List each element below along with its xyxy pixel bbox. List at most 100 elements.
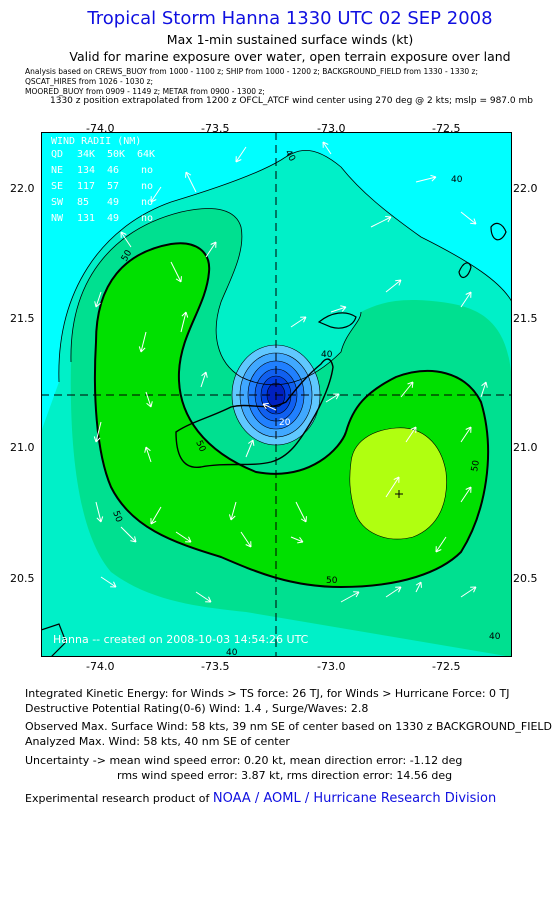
wind-arrow <box>415 581 422 593</box>
contour-label: 50 <box>326 576 338 586</box>
top-x-axis: -74.0 -73.5 -73.0 -72.5 <box>41 122 511 135</box>
wind-arrow <box>385 586 402 598</box>
wind-arrow <box>460 291 472 308</box>
wind-arrow <box>480 381 488 398</box>
wind-arrow <box>94 291 102 308</box>
observed-max-wind: Observed Max. Surface Wind: 58 kts, 39 n… <box>25 720 553 733</box>
wind-arrow <box>460 486 472 503</box>
wind-arrow <box>460 211 477 225</box>
bottom-x-axis: -74.0 -73.5 -73.0 -72.5 <box>41 660 511 673</box>
map-subtitle: Max 1-min sustained surface winds (kt) <box>166 32 414 47</box>
wind-arrow <box>385 279 402 293</box>
ike-line: Integrated Kinetic Energy: for Winds > T… <box>25 687 510 700</box>
wind-field-map: 40 40 40 50 50 50 50 50 40 20 40 WIND RA… <box>41 132 512 657</box>
map-credit: Hanna -- created on 2008-10-03 14:54:26 … <box>53 633 309 646</box>
wind-radii-table: WIND RADII (NM) QD 34K 50K 64K NE 134 46 no… <box>51 136 155 224</box>
wind-arrow <box>195 591 212 603</box>
y-tick-right: 20.5 <box>513 572 538 585</box>
wind-arrow <box>100 576 117 588</box>
contour-30kt <box>58 150 512 383</box>
wind-arrow <box>145 391 153 408</box>
validity-note: Valid for marine exposure over water, op… <box>69 49 511 64</box>
position-note: 1330 z position extrapolated from 1200 z… <box>50 96 533 106</box>
wind-arrow <box>385 476 400 498</box>
max-wind-marker <box>395 490 403 498</box>
wind-radii-row: NE 134 46 no <box>51 165 153 176</box>
dpr-line: Destructive Potential Rating(0-6) Wind: … <box>25 702 369 715</box>
uncertainty-line-1: Uncertainty -> mean wind speed error: 0.… <box>25 754 463 767</box>
island-coastline <box>490 222 507 241</box>
x-tick-bottom: -73.5 <box>201 660 230 673</box>
wind-arrow <box>205 241 217 258</box>
wind-arrow <box>340 591 360 603</box>
island-coastline <box>317 312 357 329</box>
contour-label: 50 <box>110 510 123 524</box>
y-tick-right: 22.0 <box>513 182 538 195</box>
wind-arrow <box>150 506 162 525</box>
wind-arrow <box>370 216 392 228</box>
right-y-axis: 22.0 21.5 21.0 20.5 <box>513 132 543 657</box>
left-y-axis: 22.0 21.5 21.0 20.5 <box>10 132 40 657</box>
x-tick-bottom: -74.0 <box>86 660 115 673</box>
wind-arrow <box>290 316 307 328</box>
y-tick-left: 20.5 <box>10 572 35 585</box>
contour-label: 50 <box>193 439 207 454</box>
x-tick-top: -73.0 <box>317 122 346 135</box>
contour-label: 40 <box>489 632 501 642</box>
wind-arrow <box>290 536 304 544</box>
wind-band-max <box>349 427 447 540</box>
product-credit: Experimental research product of NOAA / … <box>25 791 496 806</box>
wind-arrow <box>262 402 277 411</box>
wind-vectors <box>93 141 488 603</box>
wind-arrow <box>138 331 147 353</box>
wind-arrow <box>460 586 477 598</box>
x-tick-bottom: -72.5 <box>432 660 461 673</box>
product-label: Experimental research product of <box>25 792 213 805</box>
x-tick-top: -72.5 <box>432 122 461 135</box>
island-coastline <box>175 358 334 468</box>
wind-arrow <box>200 371 208 388</box>
wind-radii-row: SW 85 49 no <box>51 197 153 208</box>
wind-arrow <box>400 381 414 398</box>
x-tick-bottom: -73.0 <box>317 660 346 673</box>
wind-arrow <box>295 501 307 523</box>
contour-label: 40 <box>321 350 333 360</box>
wind-radii-title: WIND RADII (NM) <box>51 136 141 147</box>
uncertainty-line-2: rms wind speed error: 3.87 kt, rms direc… <box>117 769 453 782</box>
wind-radii-row: SE 117 57 no <box>51 181 153 192</box>
map-title: Tropical Storm Hanna 1330 UTC 02 SEP 200… <box>87 8 493 29</box>
wind-arrow <box>322 141 332 155</box>
wind-arrow <box>325 393 340 403</box>
wind-radii-row: NW 131 49 no <box>51 213 153 224</box>
contour-label: 20 <box>279 418 291 428</box>
map-frame <box>41 132 512 657</box>
wind-arrow <box>120 231 132 248</box>
contour-label: 50 <box>470 459 482 472</box>
wind-arrow <box>93 421 102 443</box>
contour-40kt <box>70 208 362 386</box>
y-tick-left: 22.0 <box>10 182 35 195</box>
wind-arrow <box>460 426 472 443</box>
wind-arrow <box>245 439 255 458</box>
wind-radii-header: QD 34K 50K 64K <box>51 149 155 160</box>
wind-arrow <box>120 526 137 543</box>
analysis-sources-3: MOORED_BUOY from 0909 - 1149 z; METAR fr… <box>25 87 265 96</box>
y-tick-right: 21.5 <box>513 312 538 325</box>
y-tick-right: 21.0 <box>513 441 538 454</box>
wind-arrow <box>95 501 104 523</box>
x-tick-top: -73.5 <box>201 122 230 135</box>
wind-arrow <box>405 426 417 443</box>
analysis-sources-1: Analysis based on CREWS_BUOY from 1000 -… <box>25 67 478 76</box>
island-coastline <box>458 262 472 279</box>
x-tick-top: -74.0 <box>86 122 115 135</box>
wind-arrow <box>180 311 189 333</box>
org-link[interactable]: NOAA / AOML / Hurricane Research Divisio… <box>212 791 497 806</box>
wind-arrow <box>228 501 237 521</box>
contour-50kt <box>95 242 347 475</box>
analysis-sources-2: QSCAT_HIRES from 1026 - 1030 z; <box>25 77 154 86</box>
y-tick-left: 21.0 <box>10 441 35 454</box>
analyzed-max-wind: Analyzed Max. Wind: 58 kts, 40 nm SE of … <box>25 735 290 748</box>
wind-arrow <box>330 305 347 313</box>
y-tick-left: 21.5 <box>10 312 35 325</box>
contour-55kt <box>349 427 447 540</box>
